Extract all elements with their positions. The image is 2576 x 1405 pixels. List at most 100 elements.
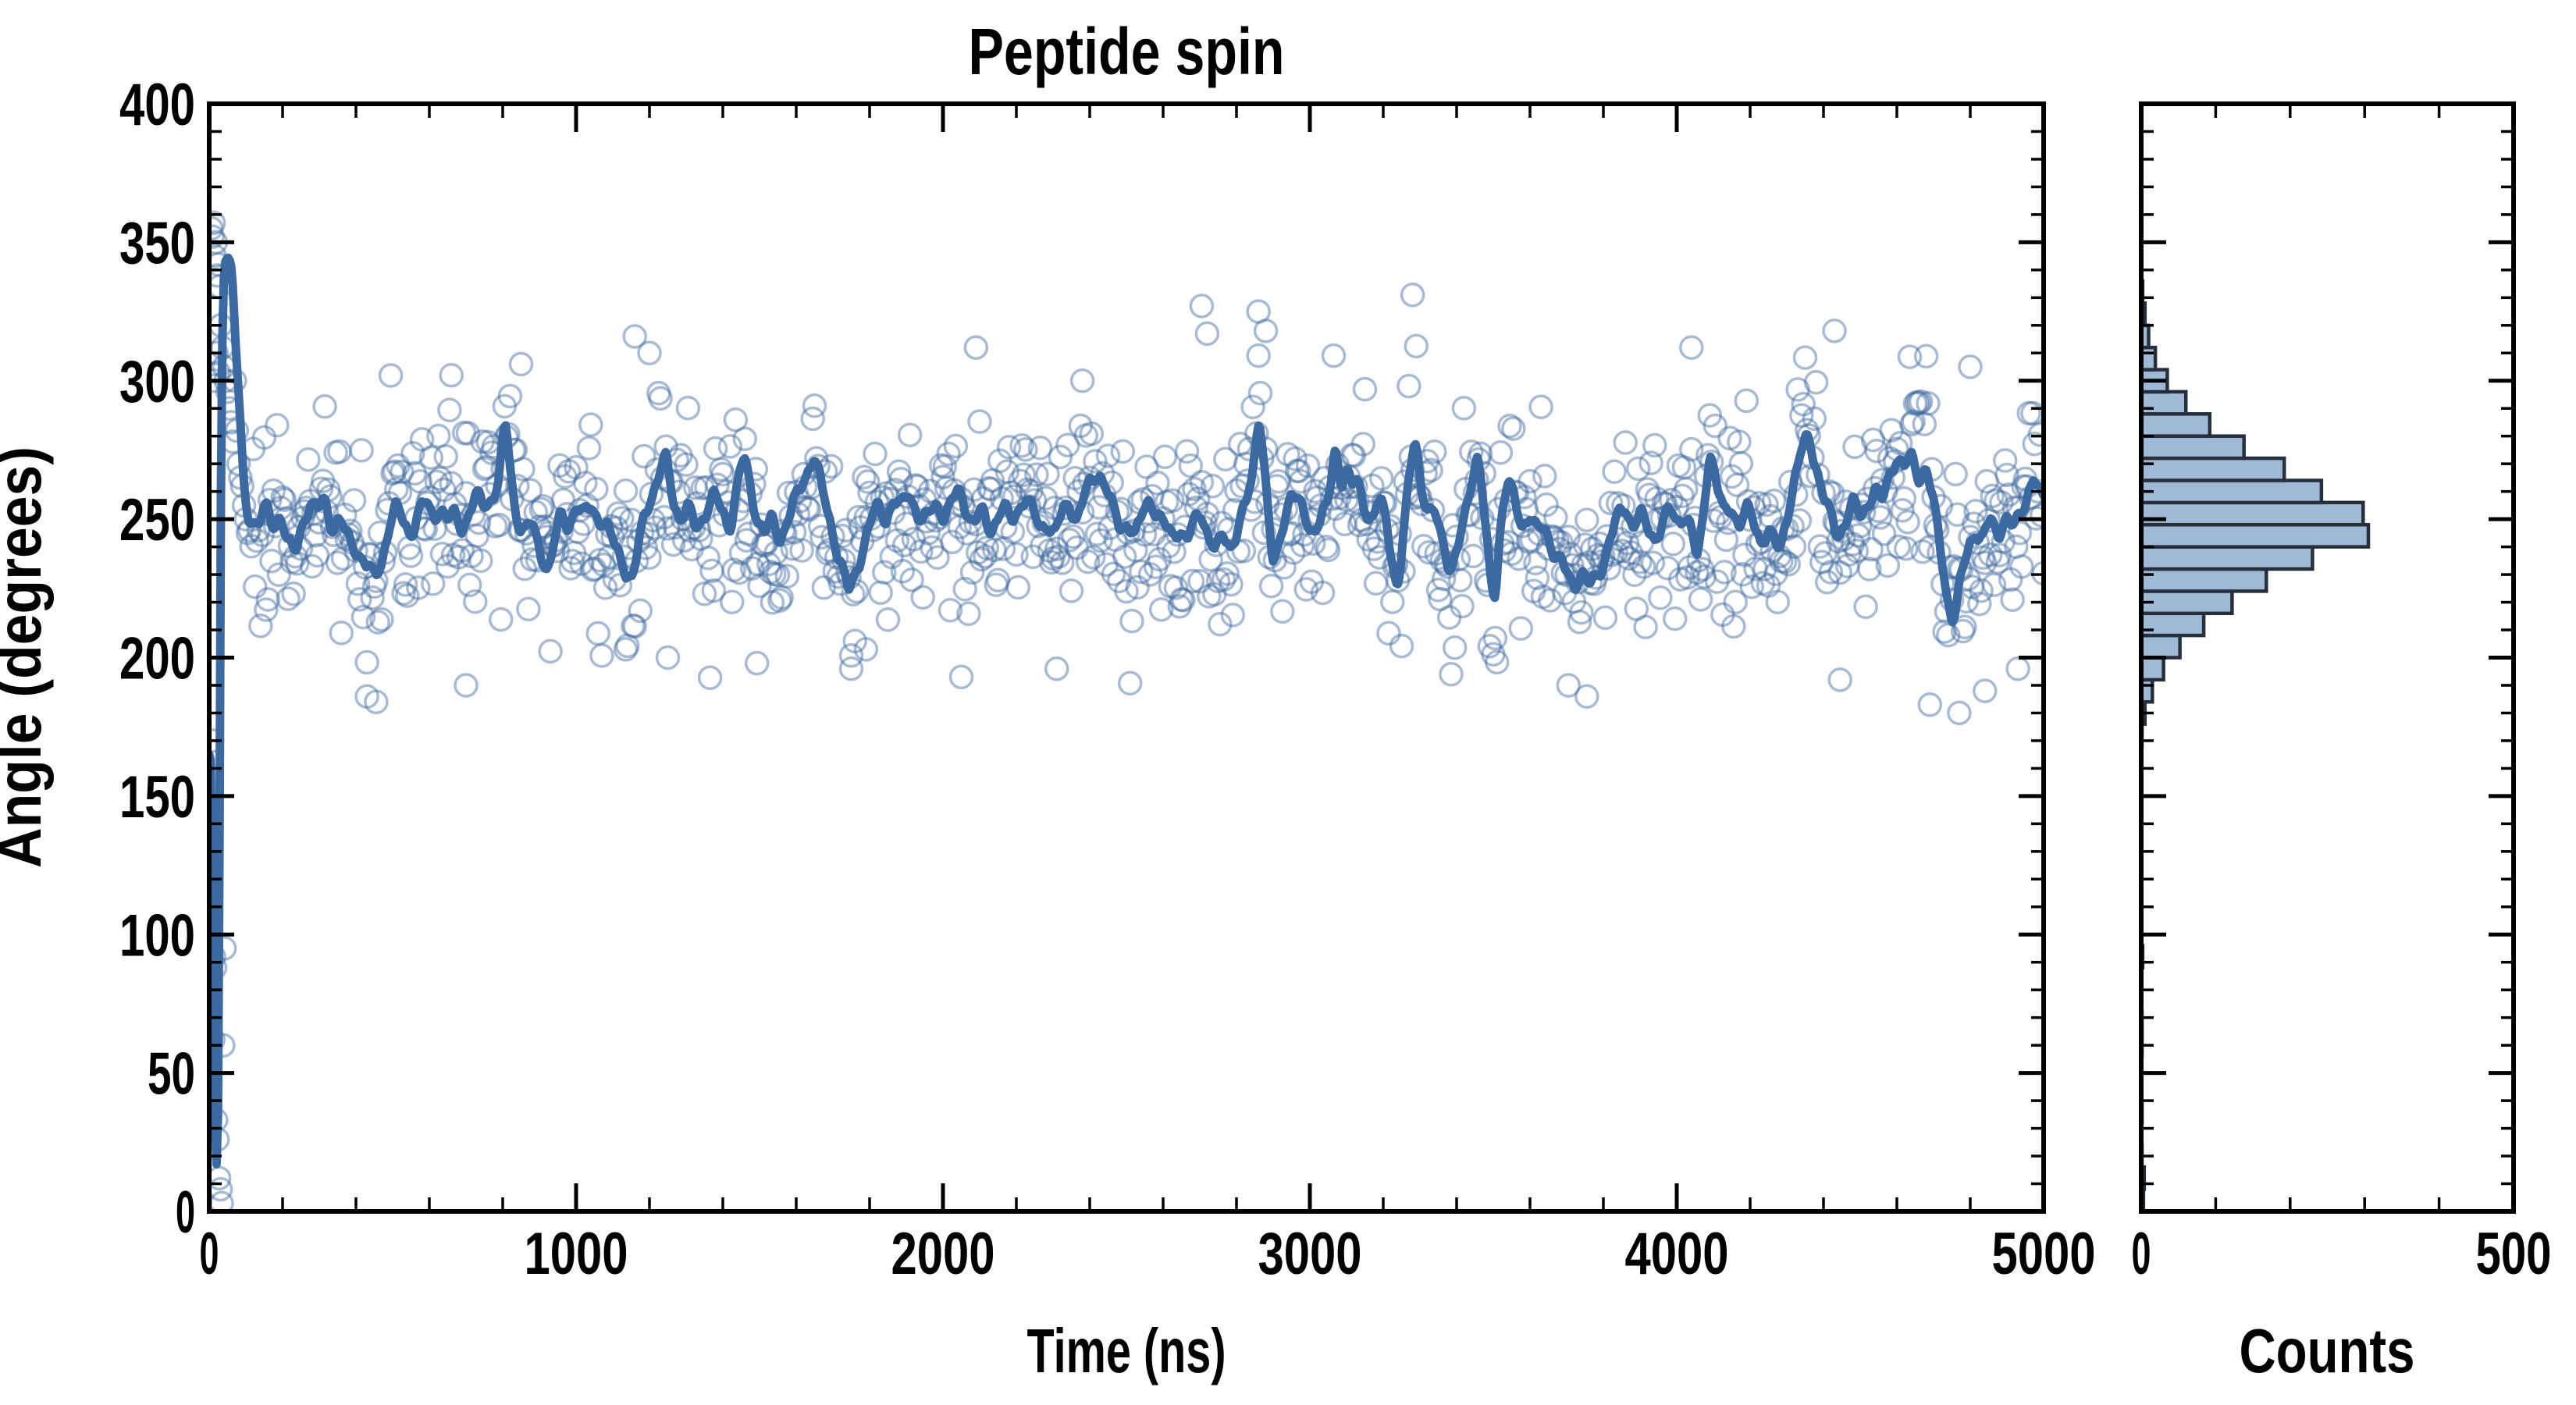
x-tick-label: 5000 [1992, 1221, 2096, 1287]
histogram-data-layer [2141, 279, 2371, 1211]
scatter-point [547, 453, 572, 478]
scatter-point [621, 613, 646, 638]
angle-scatter-series [209, 210, 2044, 1211]
scatter-point [1827, 560, 1852, 585]
scatter-point [1644, 486, 1669, 511]
scatter-point [655, 516, 681, 541]
scatter-point [1068, 413, 1094, 439]
scatter-point [365, 610, 390, 635]
scatter-point [1985, 550, 2011, 574]
scatter-point [1219, 571, 1244, 597]
scatter-point [587, 547, 613, 573]
scatter-point [1123, 538, 1148, 563]
scatter-point [391, 581, 416, 606]
scatter-point [1315, 537, 1341, 563]
scatter-point [719, 589, 745, 614]
scatter-point [1200, 473, 1226, 499]
scatter-point [1147, 546, 1172, 572]
scatter-point [1007, 468, 1033, 493]
scatter-point [420, 571, 446, 596]
scatter-point [916, 521, 941, 546]
scatter-point [1944, 502, 1970, 527]
scatter-point [1994, 462, 2019, 488]
scatter-point [1943, 461, 1968, 487]
scatter-point [1004, 542, 1029, 567]
hist-bar [2141, 389, 2188, 416]
scatter-point [863, 441, 888, 467]
scatter-point [1642, 432, 1667, 458]
scatter-point [304, 542, 330, 568]
scatter-point [1363, 571, 1389, 596]
scatter-point [1973, 550, 1998, 575]
scatter-point [838, 642, 864, 668]
scatter-point [1814, 569, 1840, 595]
scatter-point [886, 459, 912, 484]
scatter-point [1543, 505, 1568, 530]
scatter-point [1569, 599, 1594, 625]
scatter-point [564, 455, 589, 480]
scatter-point [660, 532, 686, 557]
scatter-point [1050, 550, 1075, 575]
scatter-point [1912, 411, 1937, 436]
y-tick-label: 250 [119, 487, 195, 553]
scatter-point [1792, 345, 1818, 370]
scatter-point [1057, 528, 1082, 553]
scatter-point [426, 423, 451, 449]
scatter-point [1864, 438, 1889, 464]
scatter-point [760, 590, 785, 615]
x-axis-label: Time (ns) [1027, 1316, 1226, 1385]
scatter-point [569, 551, 594, 576]
scatter-point [1950, 618, 1976, 644]
x-tick-label: 0 [200, 1221, 219, 1287]
scatter-point [1182, 476, 1207, 502]
scatter-point [1041, 546, 1066, 571]
scatter-point [762, 561, 787, 587]
scatter-point [1171, 588, 1196, 613]
scatter-point [978, 476, 1003, 502]
scatter-point [613, 478, 639, 503]
scatter-point [1765, 589, 1791, 614]
scatter-point [1761, 488, 1787, 514]
scatter-point [486, 512, 512, 538]
scatter-point [727, 560, 752, 585]
scatter-point [980, 468, 1005, 493]
scatter-point [1064, 535, 1090, 560]
scatter-point [721, 557, 746, 582]
scatter-point [930, 464, 955, 489]
scatter-point [998, 480, 1023, 506]
scatter-point [928, 453, 954, 478]
scatter-point [1905, 389, 1930, 415]
hist-x-tick-label: 0 [2132, 1221, 2151, 1287]
scatter-point [1534, 492, 1559, 518]
scatter-point [1046, 544, 1071, 569]
scatter-point [1655, 555, 1681, 581]
chart-title: Peptide spin [969, 15, 1285, 88]
scatter-point [482, 514, 508, 539]
scatter-point [1106, 568, 1132, 594]
scatter-point [1523, 550, 1548, 576]
scatter-point [1528, 394, 1553, 420]
scatter-point [1703, 413, 1728, 439]
scatter-point [266, 562, 292, 587]
scatter-point [1145, 471, 1170, 496]
hist-x-tick-label: 500 [2476, 1221, 2552, 1287]
scatter-point [1011, 462, 1037, 488]
scatter-point [402, 461, 427, 486]
scatter-point [736, 521, 761, 546]
scatter-point [1902, 391, 1928, 416]
scatter-point [592, 575, 618, 600]
scatter-point [1035, 461, 1060, 487]
scatter-point [1813, 541, 1838, 566]
y-tick-label: 150 [119, 764, 195, 831]
scatter-point [1073, 423, 1099, 448]
scatter-point [1352, 376, 1378, 402]
scatter-point [488, 606, 514, 632]
scatter-point [1952, 614, 1977, 640]
scatter-point [254, 597, 279, 622]
scatter-point [424, 469, 450, 495]
scatter-point [329, 621, 354, 646]
scatter-point [1270, 599, 1295, 624]
scatter-point [1079, 421, 1105, 446]
scatter-point [364, 689, 389, 715]
scatter-point [1350, 432, 1375, 457]
